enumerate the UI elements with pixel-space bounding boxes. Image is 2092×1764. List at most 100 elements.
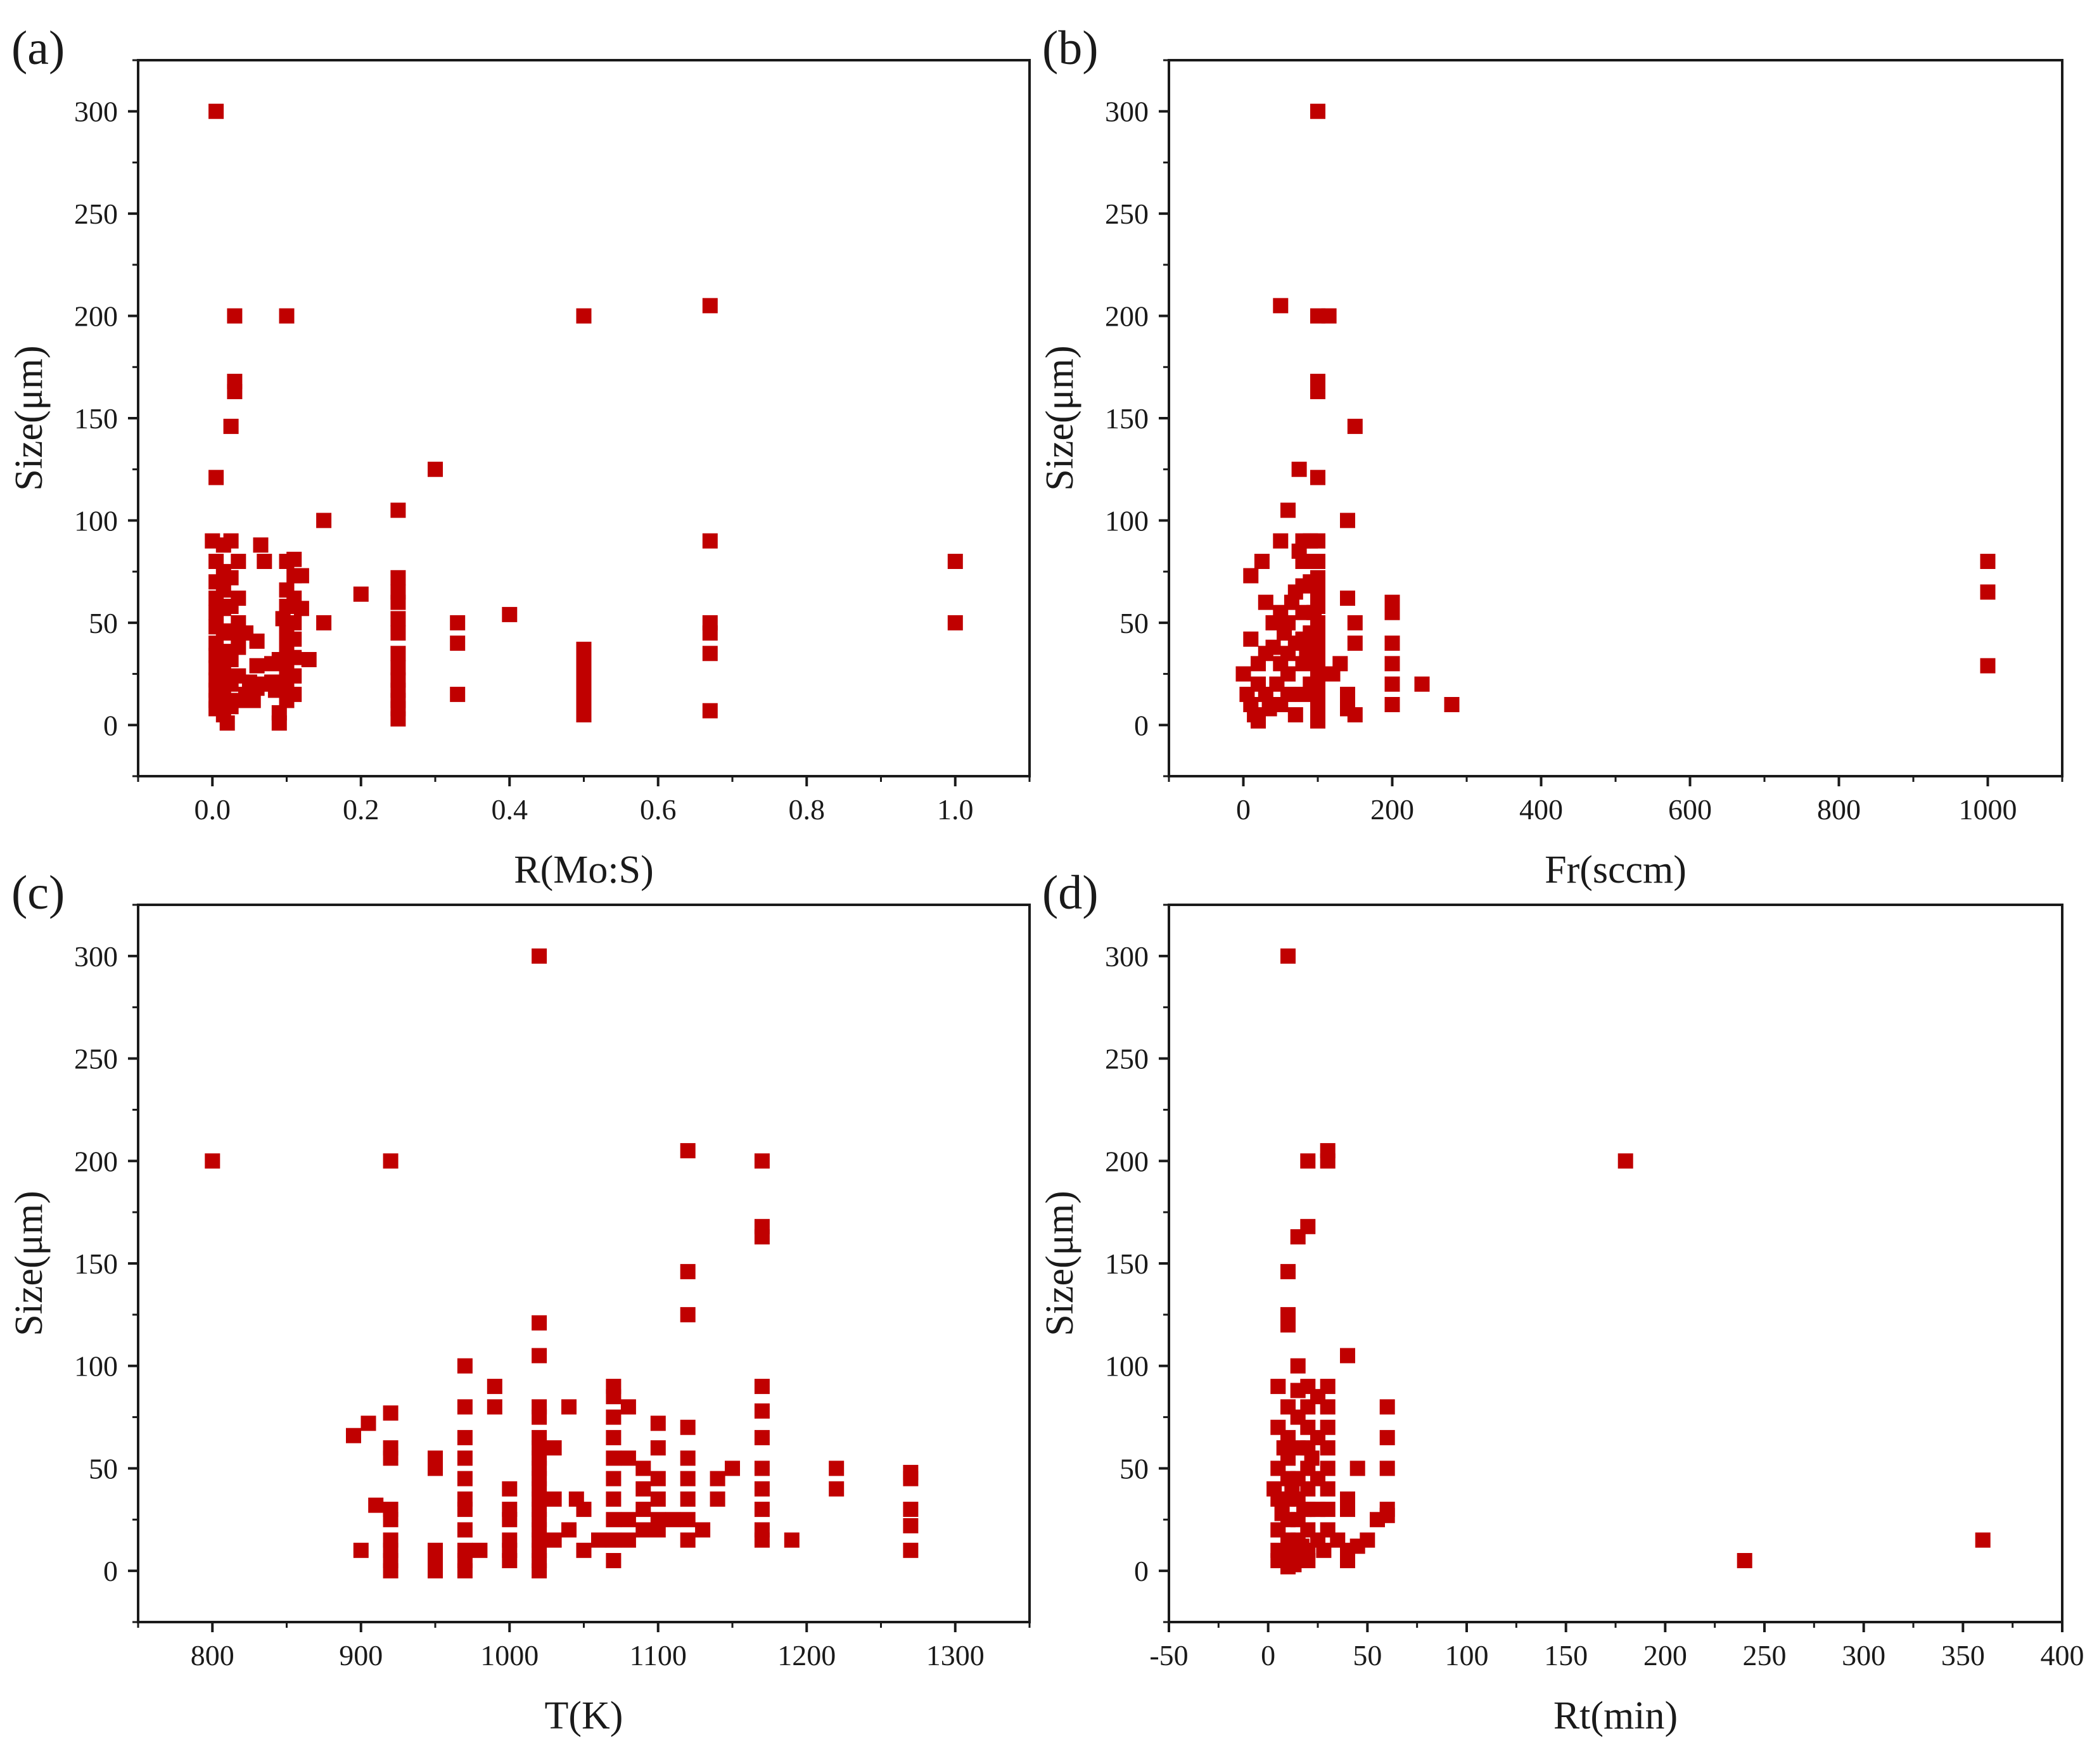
data-point <box>353 586 369 602</box>
data-point <box>1243 568 1259 584</box>
data-point <box>1290 1383 1306 1398</box>
data-point <box>286 631 302 647</box>
data-point <box>1284 594 1299 610</box>
x-tick-label: 200 <box>1370 793 1414 826</box>
data-point <box>576 1502 592 1518</box>
data-point <box>1296 1502 1312 1518</box>
data-point <box>267 682 283 698</box>
data-point <box>1310 554 1325 569</box>
data-point <box>487 1399 502 1415</box>
data-point <box>1284 1481 1300 1497</box>
data-point <box>223 533 239 549</box>
data-point <box>264 656 279 672</box>
data-point <box>702 298 718 314</box>
data-point <box>293 568 309 584</box>
x-tick-label: 400 <box>1519 793 1563 826</box>
data-point <box>1270 1419 1286 1435</box>
y-tick-label: 200 <box>1105 300 1149 333</box>
data-point <box>1340 513 1355 528</box>
data-point <box>257 554 272 569</box>
data-point <box>231 554 246 569</box>
data-point <box>293 601 309 617</box>
data-point <box>457 1522 473 1538</box>
y-tick-label: 50 <box>1119 1452 1149 1485</box>
data-point <box>1310 384 1325 399</box>
data-point <box>428 1460 443 1476</box>
data-point <box>428 1563 443 1579</box>
x-tick-label: 100 <box>1445 1639 1489 1671</box>
data-point <box>606 1471 622 1486</box>
data-point <box>316 615 332 630</box>
x-tick-label: 400 <box>2041 1639 2084 1671</box>
x-tick-label: 1300 <box>926 1639 985 1671</box>
data-point <box>286 615 302 630</box>
data-point <box>502 1481 518 1497</box>
x-axis-label: T(K) <box>545 1694 623 1737</box>
data-point <box>390 502 406 518</box>
y-tick-label: 250 <box>74 198 118 230</box>
data-point <box>1280 1263 1296 1279</box>
data-point <box>620 1532 636 1548</box>
chart-panel: -50 0 50 100 150 200 250 300 350 400 0 50 100 150 200 2… <box>1038 866 2084 1737</box>
data-point <box>1274 1505 1290 1521</box>
data-point <box>606 1429 622 1445</box>
x-tick-label: 0.0 <box>195 793 231 826</box>
data-point <box>502 1553 518 1568</box>
data-point <box>829 1481 845 1497</box>
data-point <box>754 1229 770 1244</box>
data-point <box>208 470 224 485</box>
data-point <box>680 1263 696 1279</box>
y-tick-label: 100 <box>74 504 118 537</box>
data-point <box>754 1481 770 1497</box>
data-point <box>1316 1542 1332 1558</box>
data-point <box>532 1563 547 1579</box>
data-point <box>1444 697 1460 712</box>
data-point <box>1254 554 1270 569</box>
data-point <box>1384 656 1400 672</box>
data-point <box>680 1450 696 1466</box>
data-point <box>1270 1522 1286 1538</box>
y-tick-label: 200 <box>74 300 118 333</box>
data-point <box>829 1460 845 1476</box>
data-point <box>1270 1553 1286 1568</box>
data-point <box>635 1460 651 1476</box>
data-point <box>1379 1399 1395 1415</box>
x-tick-label: 900 <box>339 1639 383 1671</box>
data-point <box>286 686 302 702</box>
data-point <box>695 1522 711 1538</box>
data-point <box>620 1399 636 1415</box>
y-tick-label: 300 <box>1105 96 1149 128</box>
x-tick-label: 1000 <box>1959 793 2017 826</box>
data-point <box>1737 1553 1752 1568</box>
data-point <box>710 1491 725 1507</box>
data-point <box>1347 418 1363 434</box>
data-point <box>784 1532 800 1548</box>
data-point <box>457 1429 473 1445</box>
data-point <box>383 1512 399 1528</box>
data-point <box>650 1522 666 1538</box>
x-tick-label: 250 <box>1743 1639 1787 1671</box>
data-point <box>450 686 466 702</box>
data-point <box>576 1542 592 1558</box>
data-point <box>947 554 963 569</box>
data-point <box>680 1419 696 1435</box>
y-tick-label: 150 <box>1105 1248 1149 1280</box>
data-point <box>606 1409 622 1425</box>
chart-panel: 800 900 1000 1100 1200 1300 0 50 100 150 200 250 300… <box>8 866 1031 1737</box>
data-point <box>606 1532 622 1548</box>
data-point <box>502 606 518 622</box>
data-point <box>253 537 269 553</box>
x-tick-label: 800 <box>191 1639 234 1671</box>
y-tick-label: 50 <box>1119 607 1149 639</box>
data-point <box>1980 554 1996 569</box>
data-point <box>390 611 406 627</box>
data-point <box>650 1416 666 1431</box>
data-point <box>1299 646 1315 662</box>
data-point <box>620 1450 636 1466</box>
data-point <box>1321 308 1337 324</box>
data-point <box>383 1563 399 1579</box>
data-point <box>1270 1460 1286 1476</box>
data-point <box>368 1497 384 1513</box>
y-tick-label: 150 <box>1105 402 1149 435</box>
data-point <box>1243 631 1259 647</box>
